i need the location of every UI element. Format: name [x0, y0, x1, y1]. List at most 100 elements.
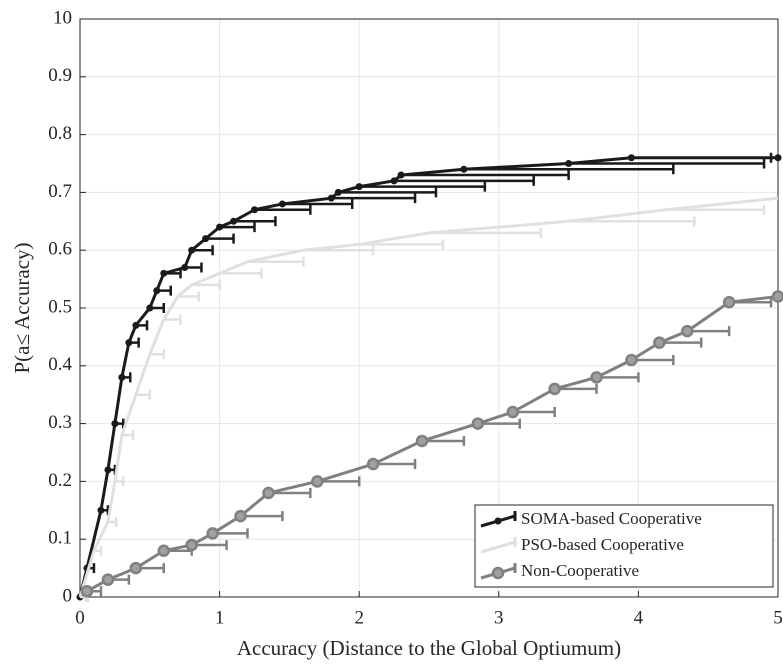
error-bar — [149, 349, 166, 360]
error-bar — [233, 216, 277, 227]
x-tick-label: 0 — [75, 607, 85, 628]
y-tick-label: 10 — [53, 7, 72, 28]
error-bar — [422, 435, 466, 446]
error-bar — [219, 222, 256, 233]
point — [104, 466, 112, 474]
point — [590, 371, 603, 384]
point — [153, 287, 161, 295]
error-bar — [359, 181, 487, 192]
y-tick-label: 0.8 — [48, 123, 72, 144]
point — [216, 223, 224, 231]
error-bar — [338, 187, 438, 198]
error-bar — [568, 158, 766, 169]
x-tick-label: 4 — [634, 607, 644, 628]
plot-frame — [79, 18, 779, 598]
legend-label: SOMA-based Cooperative — [521, 509, 702, 528]
point — [278, 200, 286, 208]
error-bar — [477, 418, 521, 429]
error-bar — [359, 239, 445, 250]
point — [460, 165, 468, 173]
x-tick-label: 2 — [354, 607, 364, 628]
error-bar — [631, 355, 675, 366]
y-tick-label: 0.5 — [48, 296, 72, 317]
point — [771, 290, 783, 303]
series-line — [78, 196, 779, 598]
error-bar — [373, 459, 417, 470]
y-tick-label: 0.4 — [48, 354, 72, 375]
point — [262, 486, 275, 500]
error-bar — [429, 227, 542, 238]
x-tick-label: 5 — [773, 607, 783, 628]
point — [157, 544, 171, 558]
y-tick-label: 0.9 — [48, 65, 72, 86]
point — [206, 527, 219, 540]
point — [471, 417, 485, 430]
point — [722, 295, 736, 309]
point — [334, 188, 342, 196]
x-axis-label: Accuracy (Distance to the Global Optiumu… — [237, 636, 621, 660]
series — [78, 196, 779, 602]
error-bar — [394, 175, 535, 186]
point — [625, 353, 638, 367]
point — [397, 171, 405, 179]
y-tick-label: 0.2 — [48, 470, 72, 491]
error-bar — [512, 407, 556, 418]
y-tick-label: 0.7 — [48, 181, 72, 202]
error-bar — [191, 279, 221, 290]
error-bar — [401, 170, 570, 181]
point — [185, 538, 198, 552]
point — [181, 264, 189, 272]
legend-swatch — [480, 537, 517, 554]
legend-label: Non-Cooperative — [521, 561, 639, 580]
point — [234, 509, 247, 523]
error-bar — [247, 256, 305, 267]
legend-box — [474, 504, 774, 588]
y-tick-label: 0.6 — [48, 239, 72, 260]
error-bar — [219, 268, 263, 279]
x-tick-label: 1 — [215, 607, 225, 628]
point — [230, 217, 238, 225]
series — [76, 152, 782, 602]
point — [355, 183, 363, 191]
point — [125, 339, 133, 347]
point — [390, 177, 398, 185]
point — [101, 573, 115, 586]
point — [327, 194, 335, 202]
point — [311, 475, 324, 488]
error-bar — [121, 430, 135, 441]
point — [251, 206, 258, 214]
point — [565, 160, 573, 167]
error-bar — [596, 372, 640, 383]
point — [80, 584, 94, 598]
point — [681, 324, 694, 338]
point — [653, 336, 666, 349]
error-bar — [205, 233, 235, 244]
point — [627, 154, 635, 162]
point — [506, 405, 520, 419]
legend-marker — [494, 517, 502, 525]
error-bar — [240, 511, 284, 522]
error-bar — [177, 291, 200, 302]
error-bar — [554, 383, 598, 394]
error-bar — [254, 204, 312, 215]
y-axis-label: P(a≤ Accuracy) — [10, 242, 34, 373]
error-bar — [135, 389, 152, 400]
error-bar — [317, 476, 361, 487]
error-bar — [163, 314, 182, 325]
legend-marker — [491, 566, 505, 580]
point — [202, 235, 210, 243]
x-tick-label: 3 — [494, 607, 504, 628]
point — [366, 457, 380, 471]
point — [188, 246, 196, 254]
point — [160, 269, 168, 277]
error-bar — [463, 164, 675, 175]
legend-label: PSO-based Cooperative — [521, 535, 684, 554]
point — [118, 373, 126, 381]
point — [774, 154, 782, 162]
error-bar — [268, 487, 312, 498]
error-bar — [687, 326, 731, 337]
error-bar — [666, 204, 766, 215]
y-tick-label: 0 — [63, 585, 73, 606]
error-bar — [568, 216, 696, 227]
